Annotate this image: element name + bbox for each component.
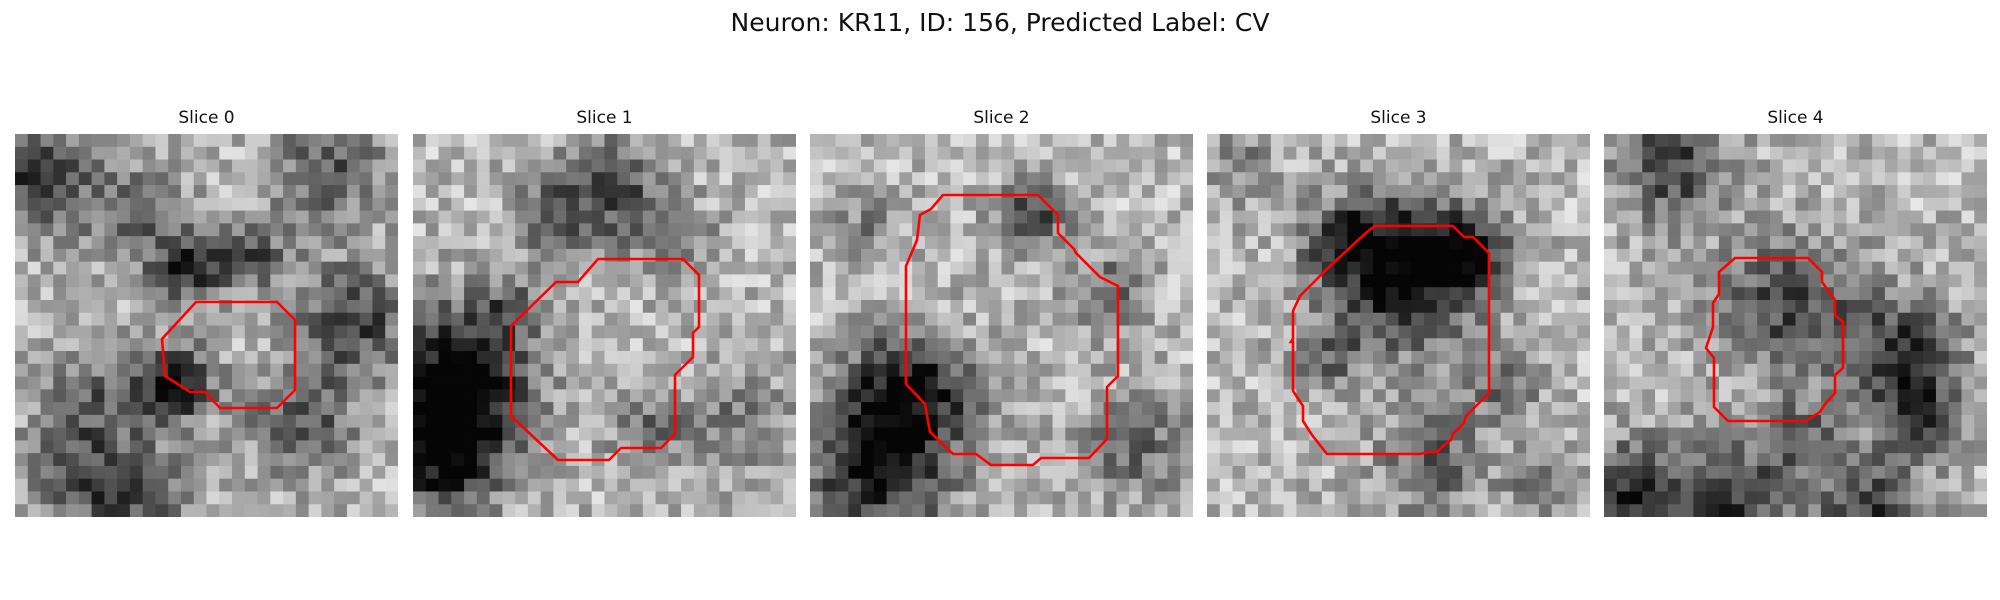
grayscale-image	[1207, 134, 1590, 517]
segmentation-contour	[509, 257, 701, 462]
grayscale-image	[15, 134, 398, 517]
slice-panel: Slice 1	[413, 108, 796, 517]
slice-title: Slice 1	[576, 108, 633, 128]
slice-panel: Slice 2	[810, 108, 1193, 517]
slice-panel: Slice 4	[1604, 108, 1987, 517]
slice-title: Slice 2	[973, 108, 1030, 128]
slice-panel: Slice 0	[15, 108, 398, 517]
segmentation-contour	[1704, 256, 1845, 423]
slice-title: Slice 4	[1767, 108, 1824, 128]
figure-title: Neuron: KR11, ID: 156, Predicted Label: …	[730, 8, 1270, 37]
grayscale-image	[413, 134, 796, 517]
segmentation-contour	[160, 300, 297, 410]
slice-title: Slice 0	[178, 108, 235, 128]
segmentation-contour	[1288, 224, 1491, 456]
grayscale-image	[810, 134, 1193, 517]
grayscale-image	[1604, 134, 1987, 517]
segmentation-contour	[904, 193, 1120, 467]
slice-panel: Slice 3	[1207, 108, 1590, 517]
slice-title: Slice 3	[1370, 108, 1427, 128]
